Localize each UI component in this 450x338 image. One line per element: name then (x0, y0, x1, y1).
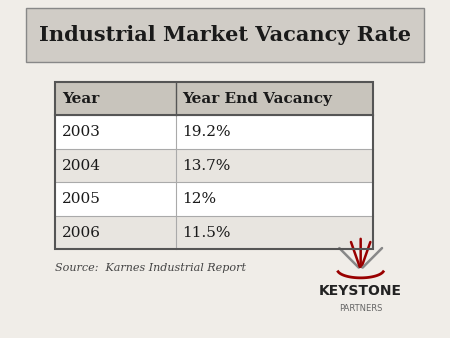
Text: 2005: 2005 (62, 192, 101, 206)
Text: 13.7%: 13.7% (183, 159, 231, 173)
Bar (55, 149, 374, 183)
Text: 11.5%: 11.5% (183, 226, 231, 240)
Text: 2006: 2006 (62, 226, 101, 240)
Text: KEYSTONE: KEYSTONE (319, 284, 402, 298)
Bar (55, 82, 374, 115)
Text: 19.2%: 19.2% (183, 125, 231, 139)
Bar (55, 82, 374, 249)
Text: Industrial Market Vacancy Rate: Industrial Market Vacancy Rate (39, 25, 411, 45)
Text: 2004: 2004 (62, 159, 101, 173)
Text: 2003: 2003 (62, 125, 101, 139)
Bar (55, 115, 374, 149)
Text: Year: Year (62, 92, 99, 105)
Text: Source:  Karnes Industrial Report: Source: Karnes Industrial Report (55, 263, 247, 273)
Text: 12%: 12% (183, 192, 217, 206)
Bar (55, 216, 374, 249)
Bar (55, 183, 374, 216)
Text: Year End Vacancy: Year End Vacancy (183, 92, 333, 105)
FancyBboxPatch shape (26, 8, 424, 62)
Text: PARTNERS: PARTNERS (339, 304, 382, 313)
